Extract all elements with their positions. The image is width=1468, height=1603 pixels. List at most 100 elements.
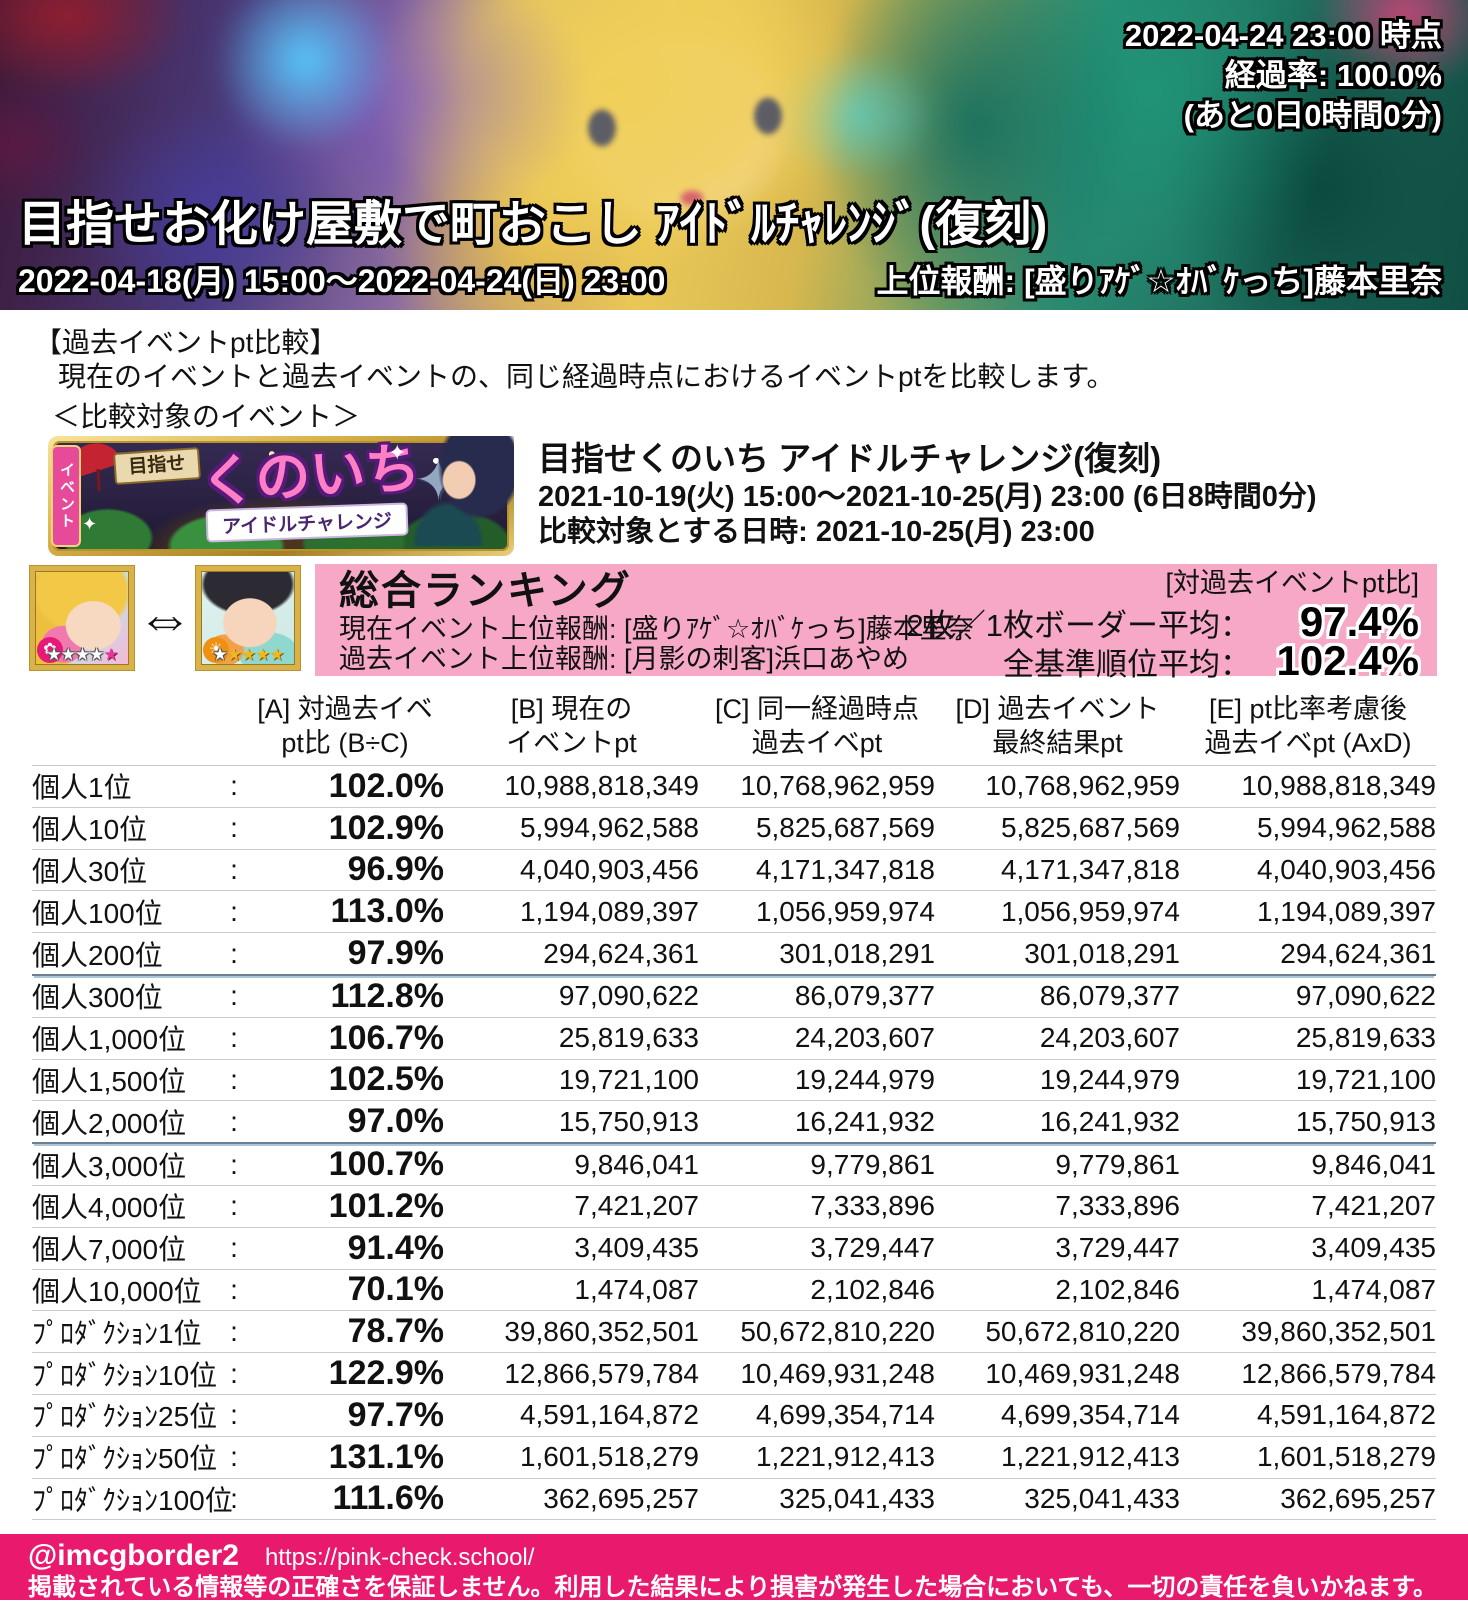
rank-label: 個人200位 (32, 939, 163, 971)
rank-label: 個人2,000位 (32, 1107, 187, 1139)
pt-ratio-value: 96.9% (347, 850, 444, 889)
past-final-pt-value: 9,779,861 (1055, 1148, 1180, 1180)
same-elapsed-past-pt-value: 1,221,912,413 (755, 1441, 935, 1473)
column-header-d: [D] 過去イベント 最終結果pt (955, 694, 1160, 758)
past-event-banner: イベント 目指せ くのいち アイドルチャレンジ ✦ ✦ ✦ ✦ (48, 436, 514, 556)
current-pt-value: 15,750,913 (558, 1105, 699, 1137)
past-final-pt-value: 2,102,846 (1055, 1273, 1180, 1305)
same-elapsed-past-pt-value: 9,779,861 (810, 1148, 935, 1180)
past-event-row: イベント 目指せ くのいち アイドルチャレンジ ✦ ✦ ✦ ✦ 目指せくのいち … (48, 436, 1468, 556)
ratio-adjusted-past-pt-value: 4,591,164,872 (1256, 1399, 1436, 1431)
colon-separator: : (230, 812, 238, 844)
ratio-adjusted-past-pt-value: 1,601,518,279 (1256, 1441, 1436, 1473)
past-final-pt-value: 86,079,377 (1039, 980, 1180, 1012)
rarity-stars: ★★★★★ (46, 645, 118, 664)
table-row: 個人2,000位 : 97.0% 15,750,913 16,241,932 1… (32, 1101, 1436, 1145)
table-rows: 個人1位 : 102.0% 10,988,818,349 10,768,962,… (0, 766, 1468, 1521)
ranking-box-left: 総合ランキング 現在イベント上位報酬: [盛りｱｹﾞ☆ｵﾊﾞｹっち]藤本里奈 過… (339, 568, 974, 674)
event-period: 2022-04-18(月) 15:00～2022-04-24(日) 23:00 (18, 263, 666, 299)
pt-ratio-value: 70.1% (347, 1270, 444, 1309)
passion-attribute-icon: ☀ (203, 637, 229, 663)
colon-separator: : (230, 895, 238, 927)
colon-separator: : (230, 1441, 238, 1473)
current-pt-value: 9,846,041 (574, 1148, 699, 1180)
page-title: 目指せお化け屋敷で町おこし ｱｲﾄﾞﾙﾁｬﾚﾝｼﾞ(復刻) (18, 198, 1048, 251)
metric-label: 2枚／1枚ボーダー平均： (906, 608, 1251, 643)
colon-separator: : (230, 853, 238, 885)
current-pt-value: 294,624,361 (543, 937, 699, 969)
table-row: ﾌﾟﾛﾀﾞｸｼｮﾝ25位 : 97.7% 4,591,164,872 4,699… (32, 1395, 1436, 1437)
snapshot-time: 2022-04-24 23:00 時点 (1124, 18, 1442, 53)
current-pt-value: 97,090,622 (558, 980, 699, 1012)
same-elapsed-past-pt-value: 86,079,377 (794, 980, 935, 1012)
table-row: ﾌﾟﾛﾀﾞｸｼｮﾝ50位 : 131.1% 1,601,518,279 1,22… (32, 1437, 1436, 1479)
current-pt-value: 25,819,633 (558, 1022, 699, 1054)
metric-label: 全基準順位平均： (1003, 647, 1251, 682)
ratio-adjusted-past-pt-value: 15,750,913 (1295, 1105, 1436, 1137)
metric-value: 97.4% (1299, 598, 1419, 645)
border-average-metric: 2枚／1枚ボーダー平均： 97.4% (907, 598, 1419, 645)
colon-separator: : (230, 1482, 238, 1514)
pt-ratio-value: 78.7% (347, 1312, 444, 1351)
section-heading: 【過去イベントpt比較】 (34, 327, 338, 358)
pt-ratio-value: 113.0% (330, 892, 444, 931)
past-final-pt-value: 19,244,979 (1039, 1063, 1180, 1095)
past-final-pt-value: 301,018,291 (1024, 937, 1180, 969)
colon-separator: : (230, 1315, 238, 1347)
rank-label: ﾌﾟﾛﾀﾞｸｼｮﾝ10位 (32, 1359, 218, 1391)
rank-label: 個人10,000位 (32, 1275, 202, 1307)
rank-label: ﾌﾟﾛﾀﾞｸｼｮﾝ100位 (32, 1484, 233, 1516)
rank-label: 個人1位 (32, 772, 132, 804)
colon-separator: : (230, 770, 238, 802)
column-header-b: [B] 現在の イベントpt (506, 694, 637, 758)
past-final-pt-value: 4,699,354,714 (1000, 1399, 1180, 1431)
ratio-adjusted-past-pt-value: 5,994,962,588 (1256, 812, 1436, 844)
current-pt-value: 5,994,962,588 (519, 812, 699, 844)
disclaimer-text: 掲載されている情報等の正確さを保証しません。利用した結果により損害が発生した場合… (28, 1574, 1438, 1601)
pt-ratio-value: 106.7% (328, 1018, 444, 1057)
rank-label: 個人30位 (32, 855, 148, 887)
pt-ratio-value: 97.7% (347, 1395, 444, 1434)
table-row: 個人10,000位 : 70.1% 1,474,087 2,102,846 2,… (32, 1270, 1436, 1312)
current-pt-value: 10,988,818,349 (504, 770, 699, 802)
pt-ratio-value: 97.0% (347, 1102, 444, 1141)
ratio-adjusted-past-pt-value: 3,409,435 (1311, 1232, 1436, 1264)
table-row: ﾌﾟﾛﾀﾞｸｼｮﾝ10位 : 122.9% 12,866,579,784 10,… (32, 1353, 1436, 1395)
snapshot-info: 2022-04-24 23:00 時点 経過率: 100.0% (あと0日0時間… (1125, 16, 1442, 136)
colon-separator: : (230, 1399, 238, 1431)
rank-label: ﾌﾟﾛﾀﾞｸｼｮﾝ50位 (32, 1443, 218, 1475)
comparison-intro: 【過去イベントpt比較】 現在のイベントと過去イベントの、同じ経過時点におけるイ… (0, 326, 1468, 432)
same-elapsed-past-pt-value: 24,203,607 (794, 1022, 935, 1054)
pt-ratio-value: 111.6% (332, 1479, 444, 1518)
past-final-pt-value: 7,333,896 (1055, 1190, 1180, 1222)
table-row: 個人1位 : 102.0% 10,988,818,349 10,768,962,… (32, 766, 1436, 808)
ratio-adjusted-past-pt-value: 4,040,903,456 (1256, 853, 1436, 885)
ranking-box-right: [対過去イベントpt比] 2枚／1枚ボーダー平均： 97.4% 全基準順位平均：… (907, 568, 1419, 684)
pt-ratio-value: 102.5% (328, 1060, 444, 1099)
past-final-pt-value: 10,469,931,248 (985, 1357, 1180, 1389)
current-pt-value: 4,591,164,872 (519, 1399, 699, 1431)
ratio-adjusted-past-pt-value: 19,721,100 (1295, 1063, 1436, 1095)
ratio-adjusted-past-pt-value: 12,866,579,784 (1241, 1357, 1436, 1389)
same-elapsed-past-pt-value: 16,241,932 (794, 1105, 935, 1137)
twitter-handle: @imcgborder2 (28, 1539, 239, 1572)
pt-ratio-value: 102.0% (328, 766, 444, 805)
rank-label: 個人300位 (32, 982, 163, 1014)
current-pt-value: 39,860,352,501 (504, 1315, 699, 1347)
event-tab-label: イベント (51, 445, 81, 547)
rarity-stars: ★★★★★ (212, 645, 284, 664)
past-final-pt-value: 3,729,447 (1055, 1232, 1180, 1264)
colon-separator: : (230, 1148, 238, 1180)
rank-label: 個人7,000位 (32, 1234, 187, 1266)
same-elapsed-past-pt-value: 2,102,846 (810, 1273, 935, 1305)
past-final-pt-value: 10,768,962,959 (985, 770, 1180, 802)
table-row: 個人300位 : 112.8% 97,090,622 86,079,377 86… (32, 976, 1436, 1018)
same-elapsed-past-pt-value: 19,244,979 (794, 1063, 935, 1095)
colon-separator: : (230, 1232, 238, 1264)
past-final-pt-value: 50,672,810,220 (985, 1315, 1180, 1347)
colon-separator: : (230, 980, 238, 1012)
column-header-e: [E] pt比率考慮後 過去イベpt (AxD) (1204, 694, 1412, 758)
pt-ratio-value: 102.9% (328, 808, 444, 847)
same-elapsed-past-pt-value: 301,018,291 (779, 937, 935, 969)
past-final-pt-value: 24,203,607 (1039, 1022, 1180, 1054)
